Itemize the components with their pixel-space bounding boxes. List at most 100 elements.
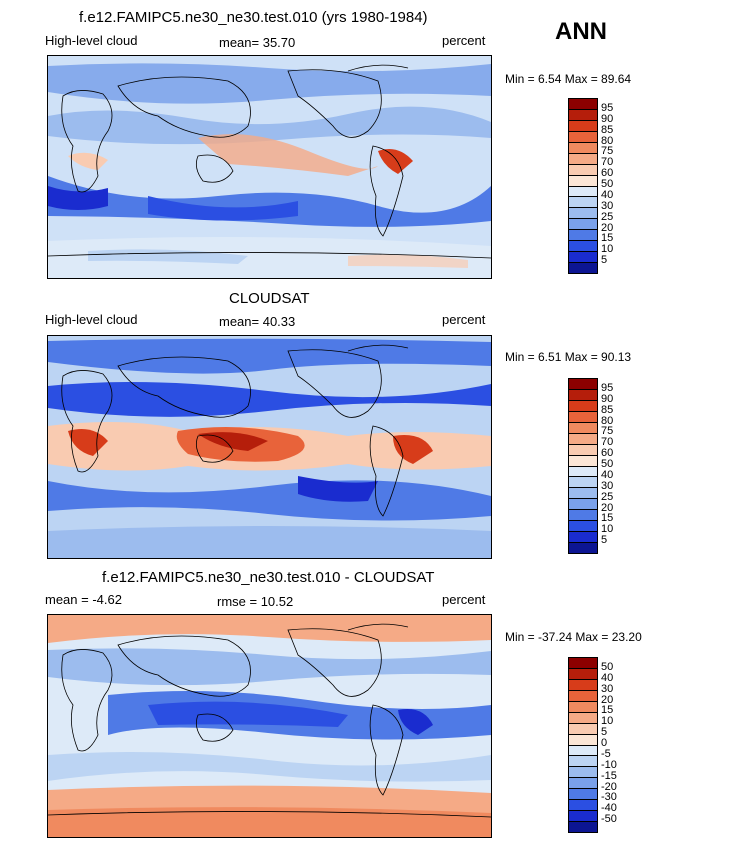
panel-2-title: CLOUDSAT	[229, 290, 310, 307]
colorbar-swatch	[569, 164, 597, 176]
colorbar-swatch	[569, 175, 597, 187]
season-label: ANN	[555, 18, 607, 45]
colorbar-swatch	[569, 745, 597, 757]
colorbar-tick-label: 30	[601, 479, 614, 492]
colorbar-tick-label: -10	[601, 758, 617, 771]
colorbar-swatch	[569, 444, 597, 456]
panel-1-colorbar	[568, 98, 598, 274]
colorbar-tick-label: 75	[601, 425, 614, 438]
colorbar-swatch	[569, 822, 597, 832]
colorbar-swatch	[569, 99, 597, 110]
colorbar-swatch	[569, 778, 597, 790]
colorbar-swatch	[569, 532, 597, 544]
colorbar-tick-label: 90	[601, 112, 614, 125]
colorbar-tick-label: -5	[601, 747, 611, 760]
colorbar-swatch	[569, 120, 597, 132]
colorbar-tick-label: 60	[601, 447, 614, 460]
colorbar-tick-label: -40	[601, 802, 617, 815]
panel-1-mean-label: mean= 35.70	[219, 35, 296, 50]
colorbar-swatch	[569, 153, 597, 165]
colorbar-swatch	[569, 734, 597, 746]
colorbar-swatch	[569, 263, 597, 273]
colorbar-swatch	[569, 543, 597, 553]
colorbar-swatch	[569, 389, 597, 401]
panel-1-map	[47, 55, 492, 279]
colorbar-swatch	[569, 800, 597, 812]
colorbar-tick-label: 85	[601, 403, 614, 416]
colorbar-swatch	[569, 521, 597, 533]
colorbar-swatch	[569, 767, 597, 779]
colorbar-tick-label: 50	[601, 458, 614, 470]
colorbar-tick-label: 20	[601, 501, 614, 514]
colorbar-swatch	[569, 455, 597, 467]
colorbar-swatch	[569, 252, 597, 264]
colorbar-swatch	[569, 658, 597, 669]
colorbar-tick-label: 75	[601, 145, 614, 158]
panel-2-minmax: Min = 6.51 Max = 90.13	[505, 350, 632, 364]
colorbar-tick-label: -30	[601, 791, 617, 804]
colorbar-swatch	[569, 723, 597, 735]
colorbar-swatch	[569, 488, 597, 500]
colorbar-tick-label: 40	[601, 468, 614, 481]
colorbar-tick-label: 10	[601, 243, 614, 256]
colorbar-swatch	[569, 400, 597, 412]
colorbar-tick-label: 15	[601, 512, 614, 525]
colorbar-tick-label: 0	[601, 737, 608, 749]
colorbar-swatch	[569, 197, 597, 209]
colorbar-swatch	[569, 411, 597, 423]
panel-3-map	[47, 614, 492, 838]
colorbar-tick-label: -20	[601, 780, 617, 793]
panel-1-map-field	[48, 56, 491, 278]
panel-2-variable-label: High-level cloud	[45, 312, 138, 327]
colorbar-tick-label: 70	[601, 156, 614, 169]
colorbar-tick-label: 90	[601, 392, 614, 405]
colorbar-swatch	[569, 701, 597, 713]
colorbar-tick-label: 80	[601, 414, 614, 427]
colorbar-swatch	[569, 208, 597, 220]
colorbar-swatch	[569, 422, 597, 434]
colorbar-tick-label: 25	[601, 210, 614, 223]
colorbar-swatch	[569, 756, 597, 768]
colorbar-tick-label: 85	[601, 123, 614, 136]
panel-2-map	[47, 335, 492, 559]
panel-1-variable-label: High-level cloud	[45, 33, 138, 48]
colorbar-tick-label: 10	[601, 523, 614, 536]
colorbar-swatch	[569, 142, 597, 154]
colorbar-tick-label: 5	[601, 726, 608, 739]
colorbar-swatch	[569, 379, 597, 390]
colorbar-swatch	[569, 789, 597, 801]
colorbar-tick-label: -50	[601, 813, 617, 826]
colorbar-tick-label: 40	[601, 671, 614, 684]
colorbar-tick-label: 70	[601, 436, 614, 449]
colorbar-tick-label: 95	[601, 101, 614, 114]
colorbar-tick-label: 80	[601, 134, 614, 147]
panel-2-mean-label: mean= 40.33	[219, 314, 296, 329]
colorbar-swatch	[569, 466, 597, 478]
panel-3-rmse-label: rmse = 10.52	[217, 594, 294, 609]
colorbar-swatch	[569, 679, 597, 691]
colorbar-tick-label: 30	[601, 682, 614, 695]
colorbar-swatch	[569, 690, 597, 702]
colorbar-swatch	[569, 499, 597, 511]
panel-1-units-label: percent	[442, 33, 486, 48]
colorbar-swatch	[569, 186, 597, 198]
panel-3-map-field	[48, 615, 491, 837]
colorbar-tick-label: 30	[601, 199, 614, 212]
colorbar-tick-label: 50	[601, 178, 614, 190]
colorbar-swatch	[569, 668, 597, 680]
panel-3-title: f.e12.FAMIPC5.ne30_ne30.test.010 - CLOUD…	[102, 569, 435, 586]
colorbar-tick-label: 10	[601, 715, 614, 728]
colorbar-tick-label: 50	[601, 660, 614, 673]
panel-3-minmax: Min = -37.24 Max = 23.20	[505, 630, 642, 644]
colorbar-tick-label: 5	[601, 534, 608, 547]
colorbar-tick-label: 40	[601, 188, 614, 201]
colorbar-tick-label: 60	[601, 167, 614, 180]
panel-3-colorbar	[568, 657, 598, 833]
colorbar-tick-label: 20	[601, 221, 614, 234]
colorbar-swatch	[569, 219, 597, 231]
colorbar-swatch	[569, 230, 597, 242]
colorbar-tick-label: 5	[601, 254, 608, 267]
colorbar-swatch	[569, 811, 597, 823]
panel-2-map-field	[48, 336, 491, 558]
colorbar-tick-label: 95	[601, 381, 614, 394]
